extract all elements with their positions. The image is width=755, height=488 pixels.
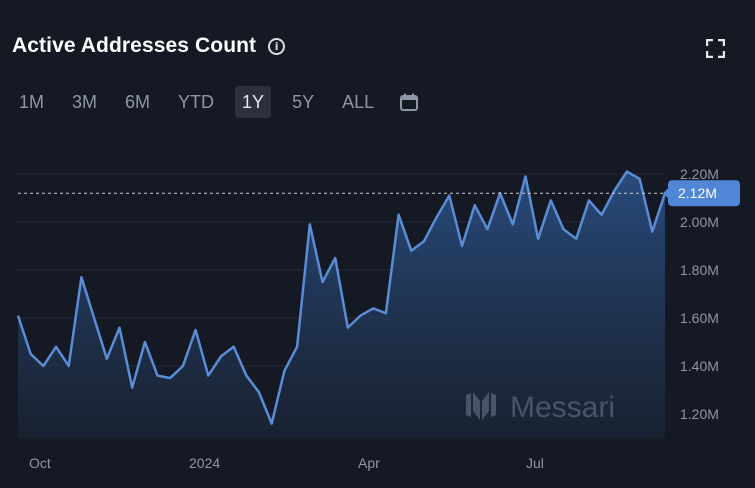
y-axis: 1.20M 1.40M 1.60M 1.80M 2.00M 2.20M — [680, 166, 719, 422]
x-axis: Oct 2024 Apr Jul — [29, 455, 544, 471]
x-tick-label: 2024 — [189, 455, 220, 471]
chart-title: Active Addresses Count — [12, 34, 257, 57]
x-tick-label: Apr — [358, 455, 380, 471]
last-value-pointer — [663, 188, 668, 199]
y-tick-label: 1.20M — [680, 406, 719, 422]
range-3m[interactable]: 3M — [72, 92, 98, 112]
area-chart: Messari 1.20M 1.40M 1.60M 1.80M 2.00M 2.20M O… — [16, 166, 740, 471]
range-selector: 1M 3M 6M YTD 1Y 5Y ALL — [12, 86, 419, 118]
range-1y[interactable]: 1Y — [235, 86, 272, 118]
y-tick-label: 2.20M — [680, 166, 719, 182]
chart-line — [16, 170, 667, 425]
messari-watermark: Messari — [466, 391, 615, 424]
range-6m[interactable]: 6M — [125, 92, 151, 112]
x-tick-label: Jul — [526, 455, 544, 471]
watermark-text: Messari — [510, 391, 615, 424]
y-tick-label: 1.80M — [680, 262, 719, 278]
info-icon[interactable]: i — [268, 37, 286, 55]
last-value-label: 2.12M — [678, 185, 717, 201]
y-tick-label: 1.40M — [680, 358, 719, 374]
range-all[interactable]: ALL — [342, 92, 375, 112]
range-5y[interactable]: 5Y — [292, 92, 315, 112]
chart-header: Active Addresses Count i — [12, 34, 286, 58]
y-tick-label: 2.00M — [680, 214, 719, 230]
area-fill — [18, 171, 665, 438]
last-value-badge — [668, 180, 740, 207]
calendar-icon[interactable] — [399, 92, 419, 112]
y-tick-label: 1.60M — [680, 310, 719, 326]
range-1m[interactable]: 1M — [19, 92, 45, 112]
x-tick-label: Oct — [29, 455, 51, 471]
series-line — [16, 170, 667, 425]
chart-area — [18, 171, 665, 438]
expand-icon[interactable] — [706, 39, 725, 58]
last-value-marker: 2.12M — [18, 180, 740, 207]
range-ytd[interactable]: YTD — [178, 92, 215, 112]
